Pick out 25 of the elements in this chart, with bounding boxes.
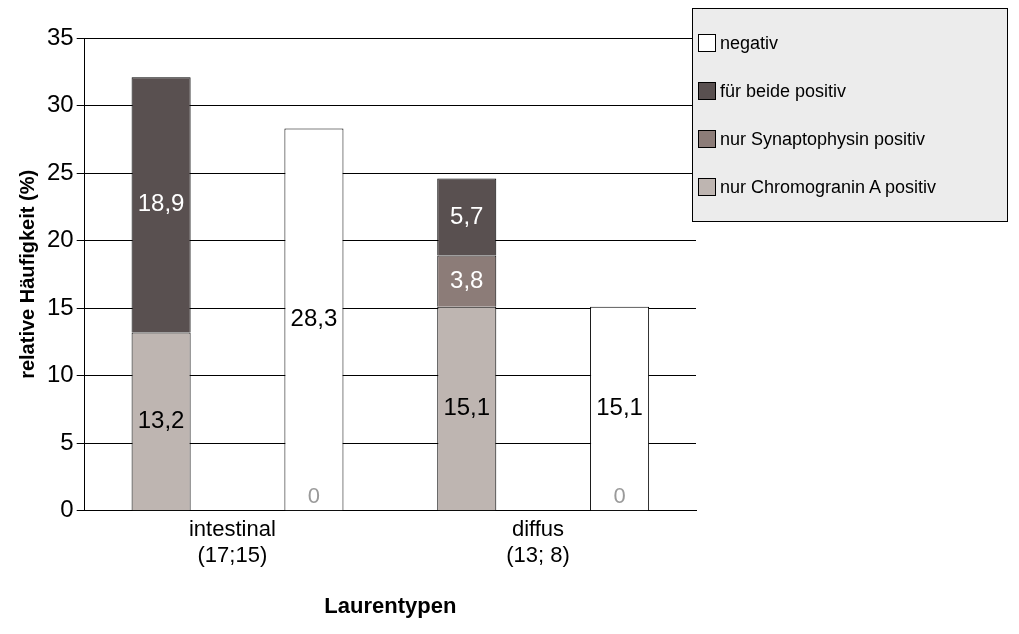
annotation: 0 xyxy=(307,482,321,508)
annotation: 0 xyxy=(613,482,626,508)
y-tick-label: 25 xyxy=(46,157,74,185)
y-tick-label: 35 xyxy=(46,22,74,50)
legend-label: nur Synaptophysin positiv xyxy=(720,128,926,150)
y-tick-label: 20 xyxy=(46,225,74,253)
data-label: 18,9 xyxy=(137,189,185,217)
data-label: 15,1 xyxy=(596,393,643,421)
legend-label: nur Chromogranin A positiv xyxy=(720,176,937,198)
y-tick-label: 15 xyxy=(46,292,74,320)
y-tick-label: 30 xyxy=(46,90,74,118)
legend-label: negativ xyxy=(720,32,779,54)
y-tick-label: 10 xyxy=(46,360,74,388)
y-tick-label: 5 xyxy=(60,427,74,455)
y-axis-title: relative Häufigkeit (%) xyxy=(15,169,38,379)
y-tick-label: 0 xyxy=(60,495,74,523)
data-label: 3,8 xyxy=(450,265,484,293)
data-label: 28,3 xyxy=(290,304,338,332)
x-tick-label: diffus (13; 8) xyxy=(506,516,570,568)
data-label: 5,7 xyxy=(450,201,484,229)
data-label: 13,2 xyxy=(137,406,185,434)
x-axis-title: Laurentypen xyxy=(324,592,457,618)
data-label: 15,1 xyxy=(443,393,491,421)
legend-label: für beide positiv xyxy=(720,80,847,102)
x-tick-label: intestinal (17;15) xyxy=(188,516,276,568)
